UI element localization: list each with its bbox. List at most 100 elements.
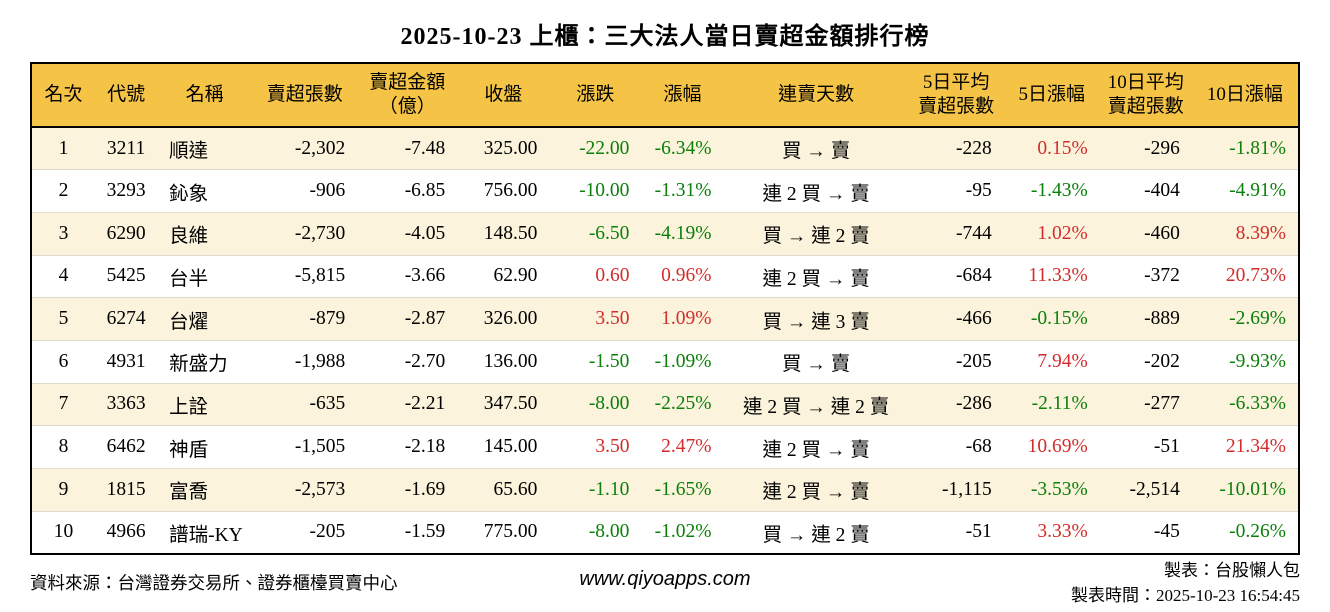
cell-rank: 8 [31, 425, 96, 469]
cell-streak: 連 2 買 → 賣 [723, 425, 909, 469]
cell-pct5: -2.11% [1003, 382, 1100, 426]
cell-amt: -7.48 [357, 127, 458, 170]
cell-streak: 買 → 連 2 賣 [723, 211, 909, 256]
cell-name: 譜瑞-KY [157, 510, 253, 554]
cell-close: 326.00 [457, 297, 550, 341]
cell-avg10: -202 [1099, 339, 1192, 384]
cell-code: 1815 [95, 468, 158, 512]
cell-avg10: -2,514 [1099, 468, 1192, 512]
maker-credit: 製表：台股懶人包 [1164, 561, 1300, 580]
cell-avg10: -51 [1099, 425, 1192, 469]
col-header-name: 名稱 [157, 63, 253, 128]
cell-amt: -2.18 [357, 425, 458, 469]
col-header-avg5: 5日平均 賣超張數 [908, 63, 1004, 128]
credits-block: 製表：台股懶人包 製表時間：2025-10-23 16:54:45 [1071, 558, 1300, 608]
cell-vol: -205 [252, 510, 358, 554]
cell-code: 3363 [95, 382, 158, 426]
cell-vol: -906 [252, 169, 358, 213]
cell-streak: 買 → 賣 [723, 339, 909, 384]
cell-close: 347.50 [457, 382, 550, 426]
cell-pct: -2.25% [641, 382, 724, 426]
cell-code: 5425 [95, 254, 158, 298]
cell-pct10: 21.34% [1191, 425, 1299, 469]
cell-chg: -6.50 [549, 211, 642, 256]
cell-rank: 3 [31, 211, 96, 256]
cell-streak: 連 2 買 → 賣 [723, 169, 909, 213]
cell-avg10: -372 [1099, 254, 1192, 298]
col-header-vol: 賣超張數 [252, 63, 358, 128]
cell-pct10: -9.93% [1191, 339, 1299, 384]
cell-code: 6290 [95, 211, 158, 256]
made-at-timestamp: 製表時間：2025-10-23 16:54:45 [1070, 586, 1300, 605]
cell-streak: 買 → 連 3 賣 [723, 297, 909, 341]
col-header-close: 收盤 [457, 63, 550, 128]
cell-avg5: -466 [908, 297, 1004, 341]
cell-name: 良維 [157, 211, 253, 256]
col-header-pct: 漲幅 [641, 63, 724, 128]
cell-pct5: 1.02% [1003, 211, 1100, 256]
cell-vol: -1,988 [252, 339, 358, 384]
cell-amt: -2.70 [357, 339, 458, 384]
cell-pct: 1.09% [641, 297, 724, 341]
cell-vol: -5,815 [252, 254, 358, 298]
cell-rank: 4 [31, 254, 96, 298]
cell-avg10: -296 [1099, 127, 1192, 170]
cell-pct: -1.65% [641, 468, 724, 512]
sell-ranking-table: 名次 代號 名稱 賣超張數 賣超金額 （億） 收盤 漲跌 漲幅 連賣天數 5日平均 賣超張數 5日漲… [30, 62, 1300, 555]
cell-code: 4931 [95, 339, 158, 384]
cell-amt: -2.87 [357, 297, 458, 341]
cell-name: 富喬 [157, 468, 253, 512]
col-header-amt: 賣超金額 （億） [357, 63, 458, 128]
col-header-streak: 連賣天數 [723, 63, 909, 128]
cell-avg5: -51 [908, 510, 1004, 554]
cell-pct5: 3.33% [1003, 510, 1100, 554]
cell-avg5: -68 [908, 425, 1004, 469]
cell-amt: -6.85 [357, 169, 458, 213]
cell-chg: 3.50 [549, 425, 642, 469]
cell-pct: -1.02% [641, 510, 724, 554]
table-row: 1 3211 順達 -2,302 -7.48 325.00 -22.00 -6.34% 買 → … [31, 127, 1299, 170]
cell-avg5: -95 [908, 169, 1004, 213]
col-header-chg: 漲跌 [549, 63, 642, 128]
cell-name: 鈊象 [157, 169, 253, 213]
cell-chg: -22.00 [549, 127, 642, 170]
cell-rank: 7 [31, 382, 96, 426]
website-link[interactable]: www.qiyoapps.com [579, 568, 751, 590]
cell-pct: -1.31% [641, 169, 724, 213]
cell-chg: -8.00 [549, 382, 642, 426]
cell-code: 3211 [95, 127, 158, 170]
cell-avg5: -684 [908, 254, 1004, 298]
cell-streak: 連 2 買 → 賣 [723, 254, 909, 298]
cell-code: 3293 [95, 169, 158, 213]
table-row: 6 4931 新盛力 -1,988 -2.70 136.00 -1.50 -1.09% 買 → … [31, 339, 1299, 384]
cell-close: 325.00 [457, 127, 550, 170]
cell-amt: -1.69 [357, 468, 458, 512]
cell-pct10: -1.81% [1191, 127, 1299, 170]
cell-chg: 0.60 [549, 254, 642, 298]
cell-name: 新盛力 [157, 339, 253, 384]
cell-pct5: -1.43% [1003, 169, 1100, 213]
table-body: 1 3211 順達 -2,302 -7.48 325.00 -22.00 -6.34% 買 → … [31, 127, 1299, 554]
cell-pct5: -3.53% [1003, 468, 1100, 512]
table-row: 4 5425 台半 -5,815 -3.66 62.90 0.60 0.96% 連 2 買 → … [31, 254, 1299, 298]
table-row: 10 4966 譜瑞-KY -205 -1.59 775.00 -8.00 -1.02% 買 →… [31, 510, 1299, 554]
cell-close: 65.60 [457, 468, 550, 512]
cell-chg: -1.50 [549, 339, 642, 384]
col-header-avg10: 10日平均 賣超張數 [1099, 63, 1192, 128]
cell-close: 145.00 [457, 425, 550, 469]
cell-rank: 10 [31, 510, 96, 554]
cell-avg10: -889 [1099, 297, 1192, 341]
data-source-note: 資料來源：台灣證券交易所、證券櫃檯買賣中心 [30, 573, 398, 593]
cell-amt: -4.05 [357, 211, 458, 256]
table-row: 5 6274 台燿 -879 -2.87 326.00 3.50 1.09% 買 → 連 3 賣… [31, 297, 1299, 341]
cell-pct10: -4.91% [1191, 169, 1299, 213]
cell-avg5: -286 [908, 382, 1004, 426]
cell-rank: 9 [31, 468, 96, 512]
cell-name: 順達 [157, 127, 253, 170]
cell-vol: -635 [252, 382, 358, 426]
table-row: 3 6290 良維 -2,730 -4.05 148.50 -6.50 -4.19% 買 → 連… [31, 211, 1299, 256]
cell-pct5: 10.69% [1003, 425, 1100, 469]
col-header-pct10: 10日漲幅 [1191, 63, 1299, 128]
cell-pct5: 11.33% [1003, 254, 1100, 298]
cell-vol: -2,573 [252, 468, 358, 512]
